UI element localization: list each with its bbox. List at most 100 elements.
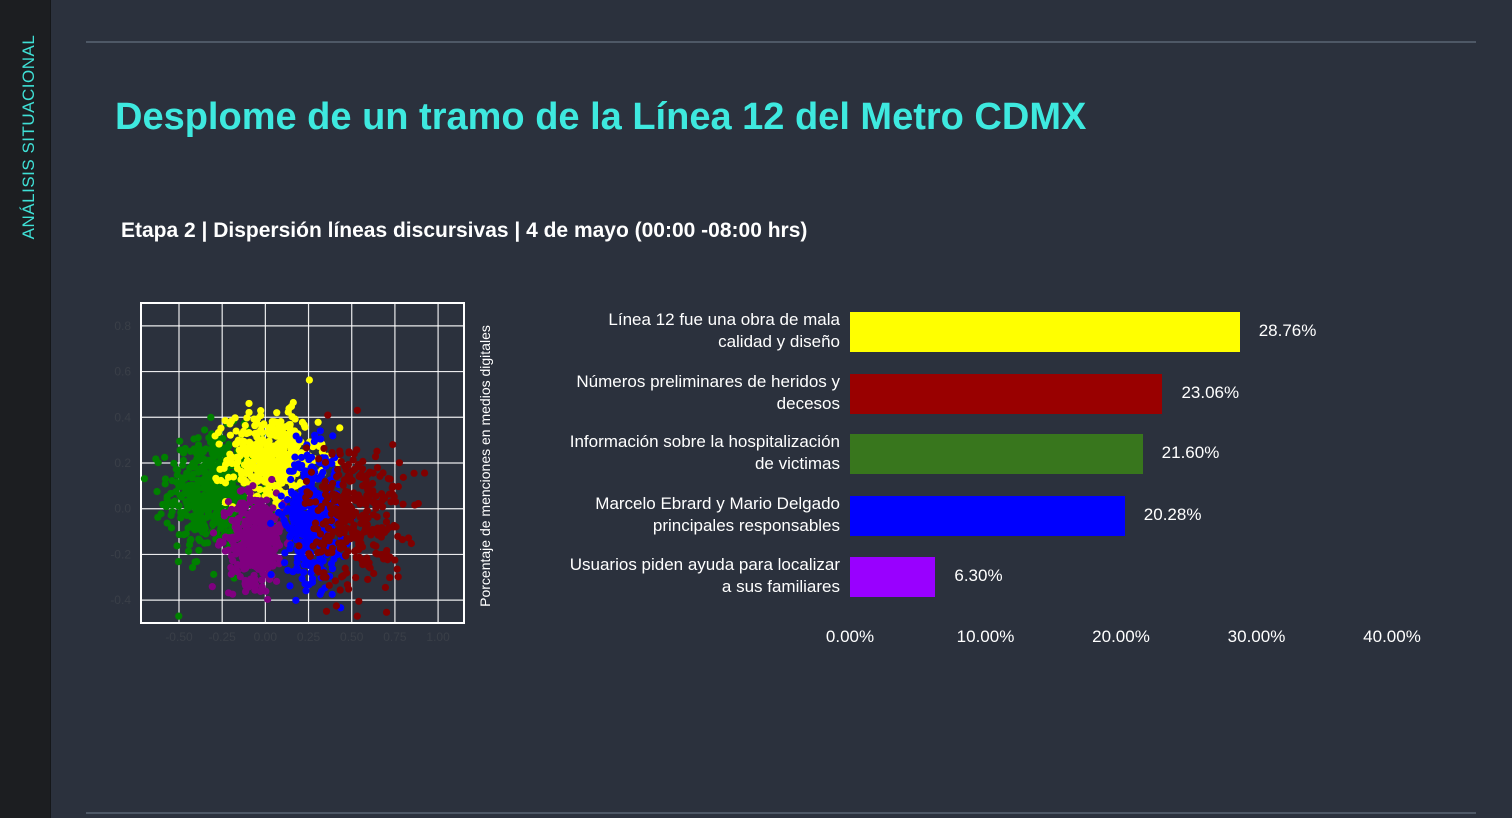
scatter-point-cluster-1 bbox=[194, 441, 203, 449]
scatter-point-cluster-5 bbox=[315, 455, 323, 463]
scatter-point-cluster-3 bbox=[231, 534, 239, 542]
scatter-point-cluster-4 bbox=[298, 530, 306, 538]
scatter-point-cluster-1 bbox=[184, 504, 192, 512]
scatter-point-cluster-3 bbox=[241, 587, 250, 596]
scatter-point-cluster-2 bbox=[288, 413, 296, 421]
scatter-point-cluster-3 bbox=[233, 505, 241, 513]
scatter-point-cluster-3 bbox=[231, 523, 239, 531]
scatter-point-cluster-5 bbox=[350, 465, 359, 473]
scatter-point-cluster-5 bbox=[364, 575, 372, 584]
scatter-point-cluster-4 bbox=[302, 587, 310, 595]
scatter-point-cluster-4 bbox=[317, 471, 326, 480]
scatter-point-cluster-4 bbox=[267, 519, 275, 528]
scatter-point-cluster-1 bbox=[213, 451, 222, 459]
scatter-point-cluster-5 bbox=[356, 513, 364, 521]
scatter-point-cluster-1 bbox=[182, 486, 190, 494]
bar-category-label-line2: a sus familiares bbox=[721, 577, 840, 596]
scatter-point-cluster-2 bbox=[243, 457, 252, 465]
scatter-point-cluster-1 bbox=[186, 492, 194, 500]
scatter-point-cluster-1 bbox=[186, 536, 194, 545]
scatter-point-cluster-2 bbox=[251, 429, 259, 438]
scatter-point-cluster-2 bbox=[226, 431, 234, 439]
scatter-point-cluster-5 bbox=[380, 555, 388, 563]
scatter-point-cluster-5 bbox=[305, 490, 314, 498]
scatter-point-cluster-5 bbox=[320, 541, 328, 549]
bar-category-label-line1: Usuarios piden ayuda para localizar bbox=[569, 555, 840, 574]
scatter-point-cluster-5 bbox=[370, 569, 378, 578]
scatter-point-cluster-5 bbox=[327, 510, 335, 518]
scatter-point-cluster-4 bbox=[277, 492, 285, 500]
scatter-point-cluster-5 bbox=[376, 472, 384, 480]
scatter-point-cluster-4 bbox=[286, 545, 294, 553]
scatter-x-tick-label: 0.00 bbox=[254, 630, 278, 644]
scatter-point-cluster-5 bbox=[420, 469, 429, 477]
scatter-point-cluster-1 bbox=[183, 469, 191, 477]
scatter-point-cluster-5 bbox=[354, 491, 362, 499]
scatter-point-cluster-1 bbox=[199, 468, 208, 476]
scatter-point-cluster-2 bbox=[213, 477, 221, 485]
scatter-y-tick-label: 0.4 bbox=[114, 410, 131, 424]
scatter-point-cluster-4 bbox=[293, 513, 301, 521]
scatter-point-cluster-1 bbox=[175, 502, 183, 510]
scatter-point-cluster-3 bbox=[209, 529, 218, 537]
scatter-point-cluster-5 bbox=[359, 482, 367, 490]
scatter-point-cluster-1 bbox=[201, 484, 209, 493]
bar-x-tick-label: 30.00% bbox=[1227, 627, 1286, 646]
scatter-point-cluster-3 bbox=[241, 581, 250, 590]
bar bbox=[850, 557, 936, 597]
scatter-point-cluster-2 bbox=[245, 399, 253, 408]
scatter-point-cluster-4 bbox=[293, 564, 301, 572]
bar-category-label: Línea 12 fue una obra de mala calidad y d… bbox=[510, 309, 840, 353]
bar-category-label: Números preliminares de heridos y decesos bbox=[510, 371, 840, 415]
scatter-point-cluster-2 bbox=[264, 450, 272, 458]
scatter-point-cluster-1 bbox=[153, 487, 161, 496]
scatter-point-cluster-4 bbox=[292, 596, 300, 604]
scatter-point-cluster-4 bbox=[300, 568, 308, 577]
scatter-point-cluster-5 bbox=[373, 550, 381, 558]
scatter-point-cluster-2 bbox=[282, 433, 291, 441]
scatter-point-cluster-3 bbox=[238, 486, 246, 494]
scatter-point-cluster-1 bbox=[179, 461, 187, 469]
scatter-point-cluster-4 bbox=[317, 587, 326, 595]
scatter-point-cluster-1 bbox=[215, 484, 223, 492]
bar bbox=[850, 496, 1125, 536]
scatter-point-cluster-1 bbox=[210, 570, 218, 578]
scatter-point-cluster-2 bbox=[279, 424, 287, 432]
scatter-point-cluster-3 bbox=[260, 521, 268, 529]
scatter-point-cluster-5 bbox=[331, 577, 339, 585]
bar-value-label: 28.76% bbox=[1258, 321, 1317, 340]
scatter-point-cluster-5 bbox=[381, 583, 390, 592]
scatter-point-cluster-1 bbox=[170, 459, 178, 467]
scatter-point-cluster-3 bbox=[240, 559, 248, 567]
scatter-point-cluster-5 bbox=[382, 511, 391, 519]
scatter-point-cluster-3 bbox=[264, 595, 272, 603]
scatter-point-cluster-1 bbox=[163, 495, 171, 503]
scatter-point-cluster-3 bbox=[267, 550, 275, 558]
scatter-point-cluster-1 bbox=[198, 494, 206, 502]
scatter-point-cluster-1 bbox=[173, 542, 181, 550]
scatter-point-cluster-5 bbox=[311, 519, 320, 527]
scatter-point-cluster-4 bbox=[307, 569, 315, 577]
scatter-point-cluster-5 bbox=[404, 534, 413, 542]
scatter-point-cluster-1 bbox=[184, 547, 193, 555]
bar-value-label: 20.28% bbox=[1143, 505, 1202, 524]
scatter-point-cluster-1 bbox=[215, 458, 223, 467]
scatter-point-cluster-5 bbox=[399, 500, 407, 508]
scatter-point-cluster-3 bbox=[224, 546, 233, 554]
scatter-point-cluster-5 bbox=[363, 527, 371, 535]
scatter-point-cluster-5 bbox=[394, 482, 402, 491]
scatter-point-cluster-2 bbox=[245, 408, 253, 417]
bar-value-label: 23.06% bbox=[1181, 383, 1240, 402]
scatter-point-cluster-2 bbox=[289, 398, 297, 407]
scatter-point-cluster-3 bbox=[216, 537, 224, 546]
scatter-point-cluster-3 bbox=[254, 500, 262, 508]
scatter-point-cluster-4 bbox=[328, 565, 337, 573]
scatter-point-cluster-5 bbox=[326, 502, 334, 510]
scatter-point-cluster-1 bbox=[140, 475, 149, 483]
scatter-point-cluster-5 bbox=[355, 597, 363, 605]
scatter-point-cluster-5 bbox=[359, 457, 367, 466]
scatter-point-cluster-5 bbox=[314, 568, 323, 576]
scatter-point-cluster-5 bbox=[309, 542, 317, 550]
scatter-point-cluster-5 bbox=[391, 556, 399, 564]
scatter-point-cluster-2 bbox=[273, 409, 281, 417]
